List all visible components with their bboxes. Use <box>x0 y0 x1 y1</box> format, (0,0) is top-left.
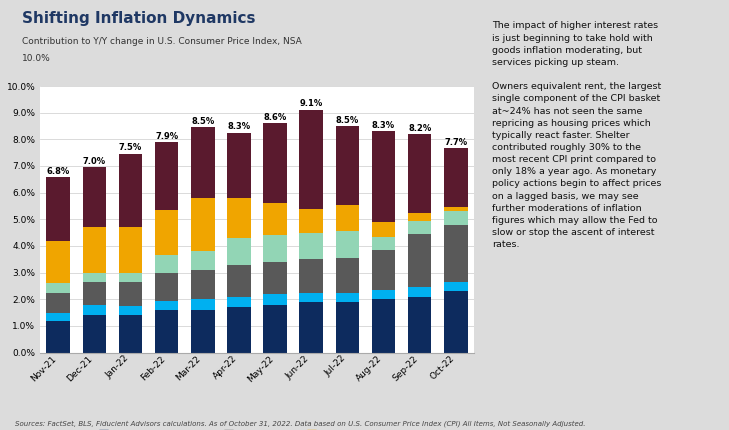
Bar <box>191 310 214 353</box>
Bar <box>227 198 251 238</box>
Bar <box>408 297 432 353</box>
Bar <box>300 293 323 302</box>
Bar <box>263 262 286 294</box>
Text: 7.9%: 7.9% <box>155 132 178 141</box>
Bar <box>47 178 70 241</box>
Bar <box>408 134 432 212</box>
Bar <box>300 302 323 353</box>
Bar <box>372 131 395 222</box>
Bar <box>335 205 359 231</box>
Bar <box>47 313 70 321</box>
Bar <box>335 126 359 205</box>
Bar <box>444 282 467 291</box>
Bar <box>263 235 286 262</box>
Bar <box>263 304 286 353</box>
Bar <box>191 251 214 270</box>
Bar <box>191 270 214 299</box>
Text: Sources: FactSet, BLS, Fiducient Advisors calculations. As of October 31, 2022. : Sources: FactSet, BLS, Fiducient Advisor… <box>15 420 585 427</box>
Bar <box>227 297 251 307</box>
Bar <box>155 310 179 353</box>
Bar <box>335 231 359 258</box>
Bar <box>300 259 323 293</box>
Bar <box>408 234 432 287</box>
Text: 7.5%: 7.5% <box>119 143 142 152</box>
Bar <box>263 203 286 235</box>
Bar <box>155 273 179 301</box>
Text: 8.5%: 8.5% <box>191 117 214 126</box>
Text: 8.2%: 8.2% <box>408 124 432 132</box>
Bar <box>263 123 286 203</box>
Bar <box>155 142 179 210</box>
Bar <box>444 148 467 207</box>
Bar <box>372 290 395 299</box>
Bar <box>119 227 142 273</box>
Bar <box>47 293 70 313</box>
Legend: Shelter, Restaurants and Hotels, Other, Food at Home, New & Used Vehicles, Energ: Shelter, Restaurants and Hotels, Other, … <box>95 427 418 430</box>
Text: 8.5%: 8.5% <box>336 116 359 125</box>
Text: 8.3%: 8.3% <box>372 121 395 130</box>
Bar <box>444 207 467 211</box>
Bar <box>263 294 286 304</box>
Bar <box>119 306 142 315</box>
Text: Contribution to Y/Y change in U.S. Consumer Price Index, NSA: Contribution to Y/Y change in U.S. Consu… <box>22 37 302 46</box>
Bar <box>408 221 432 234</box>
Bar <box>82 227 106 273</box>
Bar <box>300 233 323 259</box>
Bar <box>82 315 106 353</box>
Bar <box>47 321 70 353</box>
Bar <box>372 250 395 290</box>
Bar <box>82 273 106 282</box>
Bar <box>335 293 359 302</box>
Bar <box>372 237 395 250</box>
Bar <box>155 301 179 310</box>
Bar <box>82 282 106 304</box>
Bar <box>119 282 142 306</box>
Text: Shifting Inflation Dynamics: Shifting Inflation Dynamics <box>22 11 255 26</box>
Bar <box>155 255 179 273</box>
Bar <box>300 110 323 209</box>
Text: 7.0%: 7.0% <box>83 157 106 166</box>
Bar <box>300 209 323 233</box>
Bar <box>82 167 106 227</box>
Text: 7.7%: 7.7% <box>444 138 467 147</box>
Text: 9.1%: 9.1% <box>300 99 323 108</box>
Bar <box>191 299 214 310</box>
Bar <box>227 132 251 198</box>
Bar <box>47 241 70 283</box>
Text: 6.8%: 6.8% <box>47 167 70 176</box>
Bar <box>155 210 179 255</box>
Bar <box>408 287 432 297</box>
Bar <box>191 198 214 251</box>
Bar <box>119 154 142 227</box>
Text: 8.3%: 8.3% <box>227 122 251 131</box>
Bar <box>444 224 467 282</box>
Bar <box>191 127 214 198</box>
Text: 10.0%: 10.0% <box>22 54 50 63</box>
Bar <box>408 212 432 221</box>
Bar <box>82 304 106 315</box>
Text: 8.6%: 8.6% <box>263 113 286 122</box>
Bar <box>227 238 251 264</box>
Bar <box>227 307 251 353</box>
Bar <box>335 258 359 293</box>
Bar <box>335 302 359 353</box>
Bar <box>227 264 251 297</box>
Bar <box>372 222 395 236</box>
Bar <box>119 315 142 353</box>
Bar <box>444 291 467 353</box>
Bar <box>47 283 70 293</box>
Bar <box>372 299 395 353</box>
Text: The impact of higher interest rates
is just beginning to take hold with
goods in: The impact of higher interest rates is j… <box>492 22 661 249</box>
Bar <box>119 273 142 282</box>
Bar <box>444 211 467 224</box>
